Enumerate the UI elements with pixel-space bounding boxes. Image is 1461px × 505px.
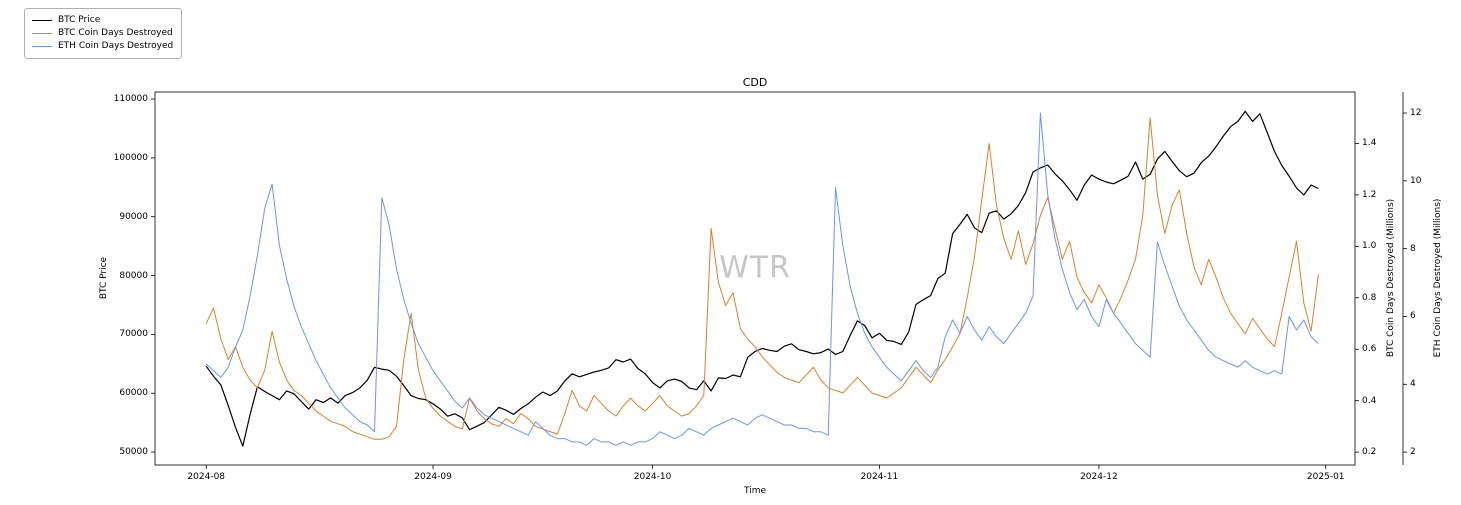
y-axis-label-btc-price: BTC Price [99,256,109,300]
series-line-btc-price [205,110,1319,447]
tick-label: 8 [1410,243,1416,254]
tick-label: 1.4 [1362,138,1377,149]
watermark: WTR [719,250,791,286]
tick-label: 1.2 [1362,189,1377,200]
legend-item: BTC Price [32,14,173,27]
series-line-btc-cdd [205,117,1319,440]
tick-label: 2024-12 [1080,472,1118,482]
tick-label: 90000 [119,211,148,222]
tick-label: 2024-09 [414,472,452,482]
tick-label: 2024-08 [187,472,226,482]
tick-label: 100000 [113,152,148,163]
legend-label: BTC Coin Days Destroyed [58,28,173,38]
tick-label: 80000 [119,270,148,281]
tick-label: 110000 [113,94,148,105]
tick-label: 2025-01 [1306,472,1345,482]
legend-label: ETH Coin Days Destroyed [58,41,174,51]
tick-label: 4 [1410,379,1416,390]
y-axis-label-btc-cdd: BTC Coin Days Destroyed (Millions) [1386,198,1396,358]
tick-label: 2024-11 [860,472,899,482]
tick-label: 2 [1410,447,1416,458]
y-axis-label-eth-cdd: ETH Coin Days Destroyed (Millions) [1433,198,1443,358]
legend-line-swatch [32,46,52,47]
legend-line-swatch [32,33,52,34]
legend-label: BTC Price [58,15,101,25]
tick-label: 0.2 [1362,447,1377,458]
tick-label: 70000 [119,329,148,340]
tick-label: 1.0 [1362,241,1377,252]
tick-label: 10 [1410,175,1422,186]
plot-border [154,91,1356,466]
legend-item: ETH Coin Days Destroyed [32,40,173,53]
legend-line-swatch [32,20,52,21]
tick-label: 0.6 [1362,344,1377,355]
tick-label: 50000 [119,447,148,458]
tick-label: 0.8 [1362,292,1377,303]
tick-label: 12 [1410,108,1422,119]
tick-label: 6 [1410,311,1416,322]
tick-label: 2024-10 [633,472,672,482]
tick-label: 0.4 [1362,395,1377,406]
legend-item: BTC Coin Days Destroyed [32,27,173,40]
chart-title: CDD [742,76,768,89]
x-axis-label: Time [743,486,767,496]
series-line-eth-cdd [205,112,1319,446]
tick-label: 60000 [119,388,148,399]
legend: BTC Price BTC Coin Days Destroyed ETH Coin… [24,8,183,59]
